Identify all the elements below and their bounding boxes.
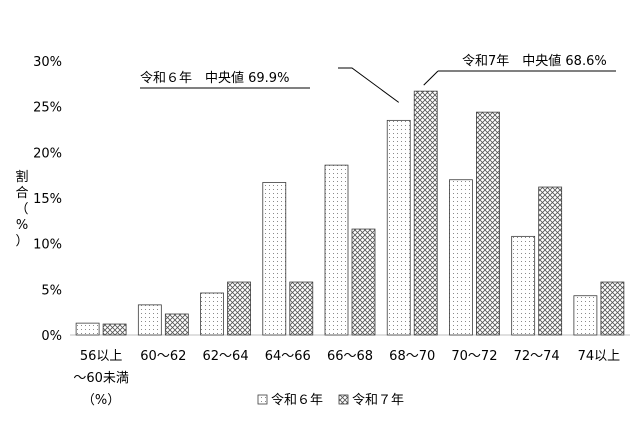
legend-label: 令和６年 [271,393,323,408]
y-tick-labels: 0% 5% 10% 15% 20% 25% 30% [33,55,62,344]
bar [164,313,189,336]
annotations: 令和６年 中央値 69.9% 令和7年 中央値 68.6% [140,53,616,103]
y-tick-label: 20% [33,146,62,161]
y-tick-label: 5% [41,283,62,298]
bar [102,323,127,336]
y-axis-label-char: （ [15,202,28,217]
annotation-2024-median: 令和６年 中央値 69.9% [140,70,289,86]
bar [476,111,500,336]
bar [137,304,162,336]
y-tick-label: 30% [33,55,62,70]
bar [449,179,473,336]
bars [75,90,625,336]
x-tick-label: 66～68 [327,349,373,364]
y-axis-label-char: 割 [15,169,28,185]
bar [538,186,563,336]
x-tick-label: 68～70 [389,349,435,364]
x-tick-label: 56以上 [80,349,123,364]
x-tick-label: 72～74 [514,349,560,364]
legend-swatch [257,394,268,405]
y-tick-label: 15% [33,192,62,207]
y-tick-label: 0% [41,329,62,344]
bar [75,322,100,336]
y-axis-label-char: % [16,218,28,233]
y-axis-label: 割合（%） [15,169,28,249]
bar [324,164,349,336]
x-tick-label: 62～64 [203,349,249,364]
bar [200,292,224,336]
bar [413,90,438,336]
x-tick-label: 70～72 [451,349,497,364]
y-axis-label-char: ） [15,234,28,249]
x-tick-labels: 56以上 ～60未満 （%） 60～62 62～64 64～66 66～68 68～70 70～… [73,349,620,408]
x-tick-label: 74以上 [578,349,621,364]
y-tick-label: 10% [33,238,62,253]
bar [262,182,287,336]
bar [511,235,536,336]
legend-swatch [338,394,349,405]
x-tick-label: 60～62 [140,349,186,364]
legend: 令和６年 令和７年 [257,393,404,408]
legend-label: 令和７年 [352,393,404,408]
x-tick-label: ～60未満 [73,371,129,386]
x-tick-label: （%） [82,393,120,408]
bar [227,281,251,336]
annotation-2024-leader [338,67,400,103]
bar [573,295,598,336]
bar [600,281,625,336]
x-tick-label: 64～66 [265,349,311,364]
annotation-2025-leader [423,70,439,86]
annotation-2025-median: 令和7年 中央値 68.6% [462,53,607,69]
bar [351,228,376,336]
y-axis-label-char: 合 [15,186,28,201]
bar [386,119,411,336]
y-tick-label: 25% [33,101,62,116]
bar [289,281,314,336]
